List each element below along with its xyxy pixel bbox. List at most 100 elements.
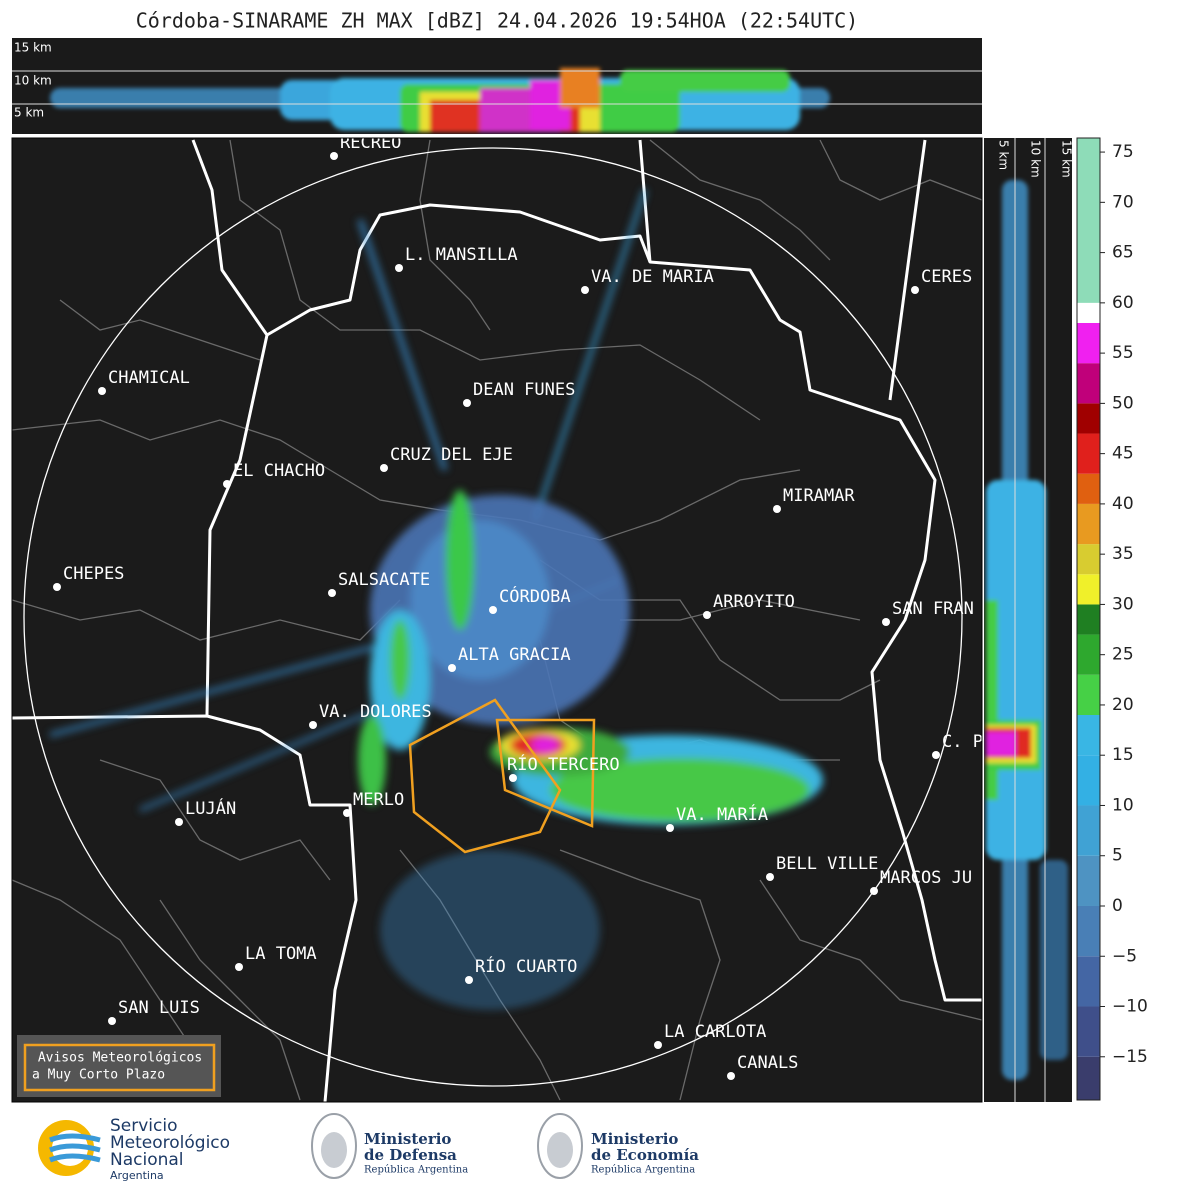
city-dot (489, 606, 497, 614)
colorbar-segment (1077, 714, 1100, 756)
city-dot (380, 464, 388, 472)
colorbar-tick-label: 60 (1112, 293, 1134, 313)
city-label: RÍO CUARTO (475, 955, 577, 977)
city-dot (882, 618, 890, 626)
city-dot (509, 774, 517, 782)
city-label: VA. DE MARIA (591, 267, 714, 287)
colorbar-tick-label: −5 (1112, 946, 1137, 966)
city-dot (465, 976, 473, 984)
colorbar-segment (1077, 433, 1100, 474)
city-label: SALSACATE (338, 570, 430, 590)
logo-text: República Argentina (364, 1165, 468, 1176)
colorbar-segment (1077, 544, 1100, 575)
district-lines (12, 139, 982, 1101)
city-dot (463, 399, 471, 407)
colorbar-tick-label: 65 (1112, 243, 1134, 263)
colorbar-segment (1077, 138, 1100, 303)
colorbar-segment (1077, 302, 1100, 323)
colorbar-segment (1077, 503, 1100, 545)
warning-text: a Muy Corto Plazo (32, 1068, 165, 1083)
colorbar-segment (1077, 473, 1100, 504)
city-dot (309, 721, 317, 729)
colorbar-tick-label: −10 (1112, 997, 1148, 1017)
city-label: BELL VILLE (776, 854, 878, 874)
city-label: EL CHACHO (233, 461, 325, 481)
city-dot (395, 264, 403, 272)
city-label: RECREO (340, 133, 401, 153)
city-dot (870, 887, 878, 895)
side-panel: 5 km 10 km 15 km (984, 138, 1072, 1102)
colorbar-segment (1077, 574, 1100, 605)
logo-text: Meteorológico (110, 1133, 230, 1153)
height-label: 5 km (14, 106, 44, 120)
city-label: RÍO TERCERO (507, 753, 620, 775)
logo-defensa: Ministerio de Defensa República Argentin… (311, 1113, 468, 1179)
city-dot (108, 1017, 116, 1025)
city-dot (98, 387, 106, 395)
colorbar-tick-label: 15 (1112, 745, 1134, 765)
warning-polygons (408, 698, 596, 854)
city-dot (235, 963, 243, 971)
city-dot (223, 480, 231, 488)
logo-text: Ministerio (364, 1130, 451, 1148)
city-dot (703, 611, 711, 619)
colorbar-tick-label: 35 (1112, 544, 1134, 564)
cities: RECREO L. MANSILLA VA. DE MARIA CERES CHAMIC… (53, 133, 983, 1080)
city-dot (773, 505, 781, 513)
colorbar-tick-label: 20 (1112, 695, 1134, 715)
city-label: CHAMICAL (108, 368, 190, 388)
colorbar-segment (1077, 1006, 1100, 1057)
city-dot (330, 152, 338, 160)
city-label: LA CARLOTA (664, 1022, 766, 1042)
city-label: CHEPES (63, 564, 124, 584)
city-label: C. P (942, 732, 983, 752)
title: Córdoba-SINARAME ZH MAX [dBZ] 24.04.2026… (136, 9, 858, 33)
colorbar-frame (1076, 137, 1101, 1101)
colorbar-segment (1077, 403, 1100, 434)
colorbar-segment (1077, 755, 1100, 806)
city-dot (343, 809, 351, 817)
map: RECREO L. MANSILLA VA. DE MARIA CERES CHAMIC… (12, 133, 983, 1102)
colorbar-segment (1077, 805, 1100, 856)
height-label: 10 km (14, 74, 52, 88)
city-label: DEAN FUNES (473, 380, 575, 400)
city-dot (654, 1041, 662, 1049)
city-dot (666, 824, 674, 832)
city-label: L. MANSILLA (405, 245, 518, 265)
city-label: SAN FRAN (892, 599, 974, 619)
colorbar-tick-label: 30 (1112, 594, 1134, 614)
city-label: MERLO (353, 790, 404, 810)
logo-text: Argentina (110, 1169, 164, 1182)
colorbar-tick-label: 0 (1112, 896, 1123, 916)
city-label: CRUZ DEL EJE (390, 445, 513, 465)
city-label: MARCOS JU (880, 868, 972, 888)
province-borders (12, 139, 982, 1102)
city-label: CANALS (737, 1053, 798, 1073)
warning-box: Avisos Meteorológicos a Muy Corto Plazo (17, 1035, 221, 1097)
city-dot (53, 583, 61, 591)
logo-text: de Economía (591, 1146, 699, 1164)
city-label: CERES (921, 267, 972, 287)
colorbar-tick-label: 55 (1112, 343, 1134, 363)
logo-text: Servicio (110, 1116, 178, 1136)
city-label: VA. MARÍA (676, 803, 768, 825)
colorbar-tick-label: 25 (1112, 645, 1134, 665)
colorbar-segment (1077, 604, 1100, 635)
city-label: ARROYITO (713, 592, 795, 612)
logo-text: República Argentina (591, 1165, 695, 1176)
colorbar-tick-label: 50 (1112, 393, 1134, 413)
logo-text: Ministerio (591, 1130, 678, 1148)
city-label: LA TOMA (245, 944, 317, 964)
colorbar-tick-label: 75 (1112, 142, 1134, 162)
colorbar-tick-label: 40 (1112, 494, 1134, 514)
city-label: ALTA GRACIA (458, 645, 571, 665)
city-label: VA. DOLORES (319, 702, 432, 722)
colorbar-tick-label: 45 (1112, 444, 1134, 464)
logo-economia: Ministerio de Economía República Argenti… (537, 1113, 699, 1179)
logo-text: Nacional (110, 1150, 184, 1170)
city-dot (581, 286, 589, 294)
city-dot (932, 751, 940, 759)
city-dot (911, 286, 919, 294)
height-label: 5 km (997, 140, 1011, 170)
